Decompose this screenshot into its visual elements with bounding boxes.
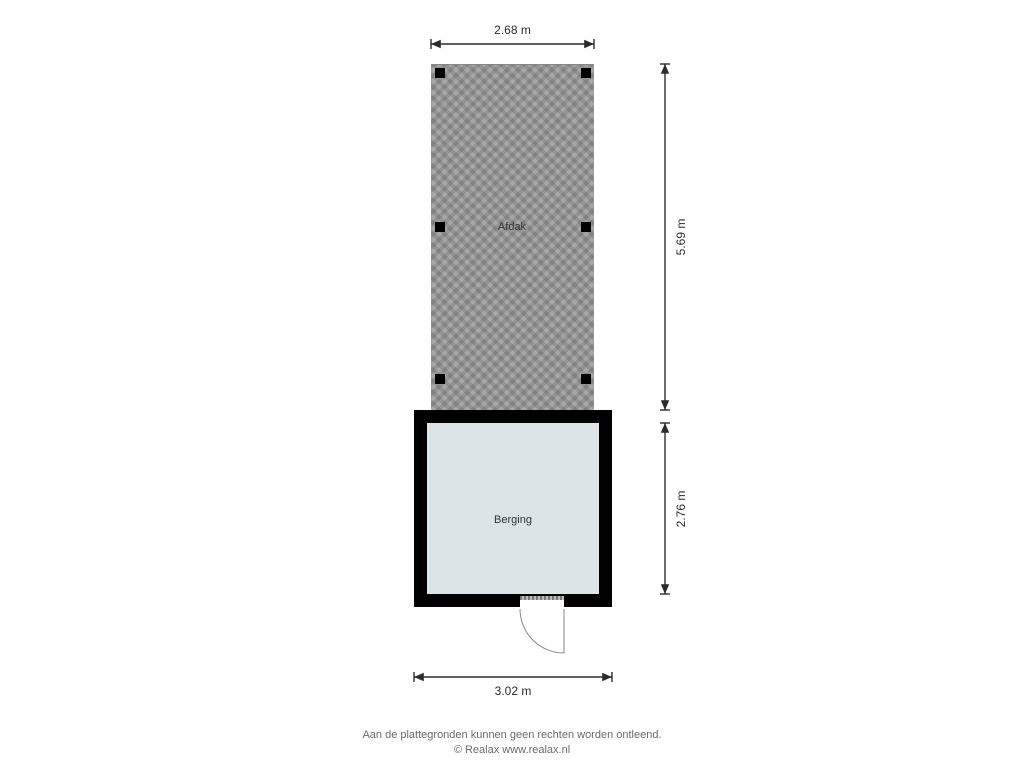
floorplan-canvas: Afdak Berging 2.68 m 3.02 m 5.69 m 2.76 …	[0, 0, 1024, 768]
label-berging: Berging	[494, 514, 532, 526]
dimension-label-right-lower: 2.76 m	[674, 490, 688, 527]
pillar	[581, 374, 591, 384]
door-swing-arc	[518, 607, 566, 655]
room-berging-floor	[427, 423, 599, 594]
room-afdak	[431, 64, 594, 410]
pillar	[435, 374, 445, 384]
dimension-label-bottom: 3.02 m	[495, 684, 532, 698]
pillar	[435, 222, 445, 232]
door-threshold	[520, 596, 564, 600]
footer-line1: Aan de plattegronden kunnen geen rechten…	[362, 729, 661, 741]
footer-line2: © Realax www.realax.nl	[454, 744, 570, 756]
pillar	[435, 68, 445, 78]
dimension-label-top: 2.68 m	[494, 23, 531, 37]
label-afdak: Afdak	[498, 221, 526, 233]
pillar	[581, 222, 591, 232]
footer-credit: Aan de plattegronden kunnen geen rechten…	[0, 728, 1024, 758]
pillar	[581, 68, 591, 78]
dimension-label-right-upper: 5.69 m	[674, 219, 688, 256]
